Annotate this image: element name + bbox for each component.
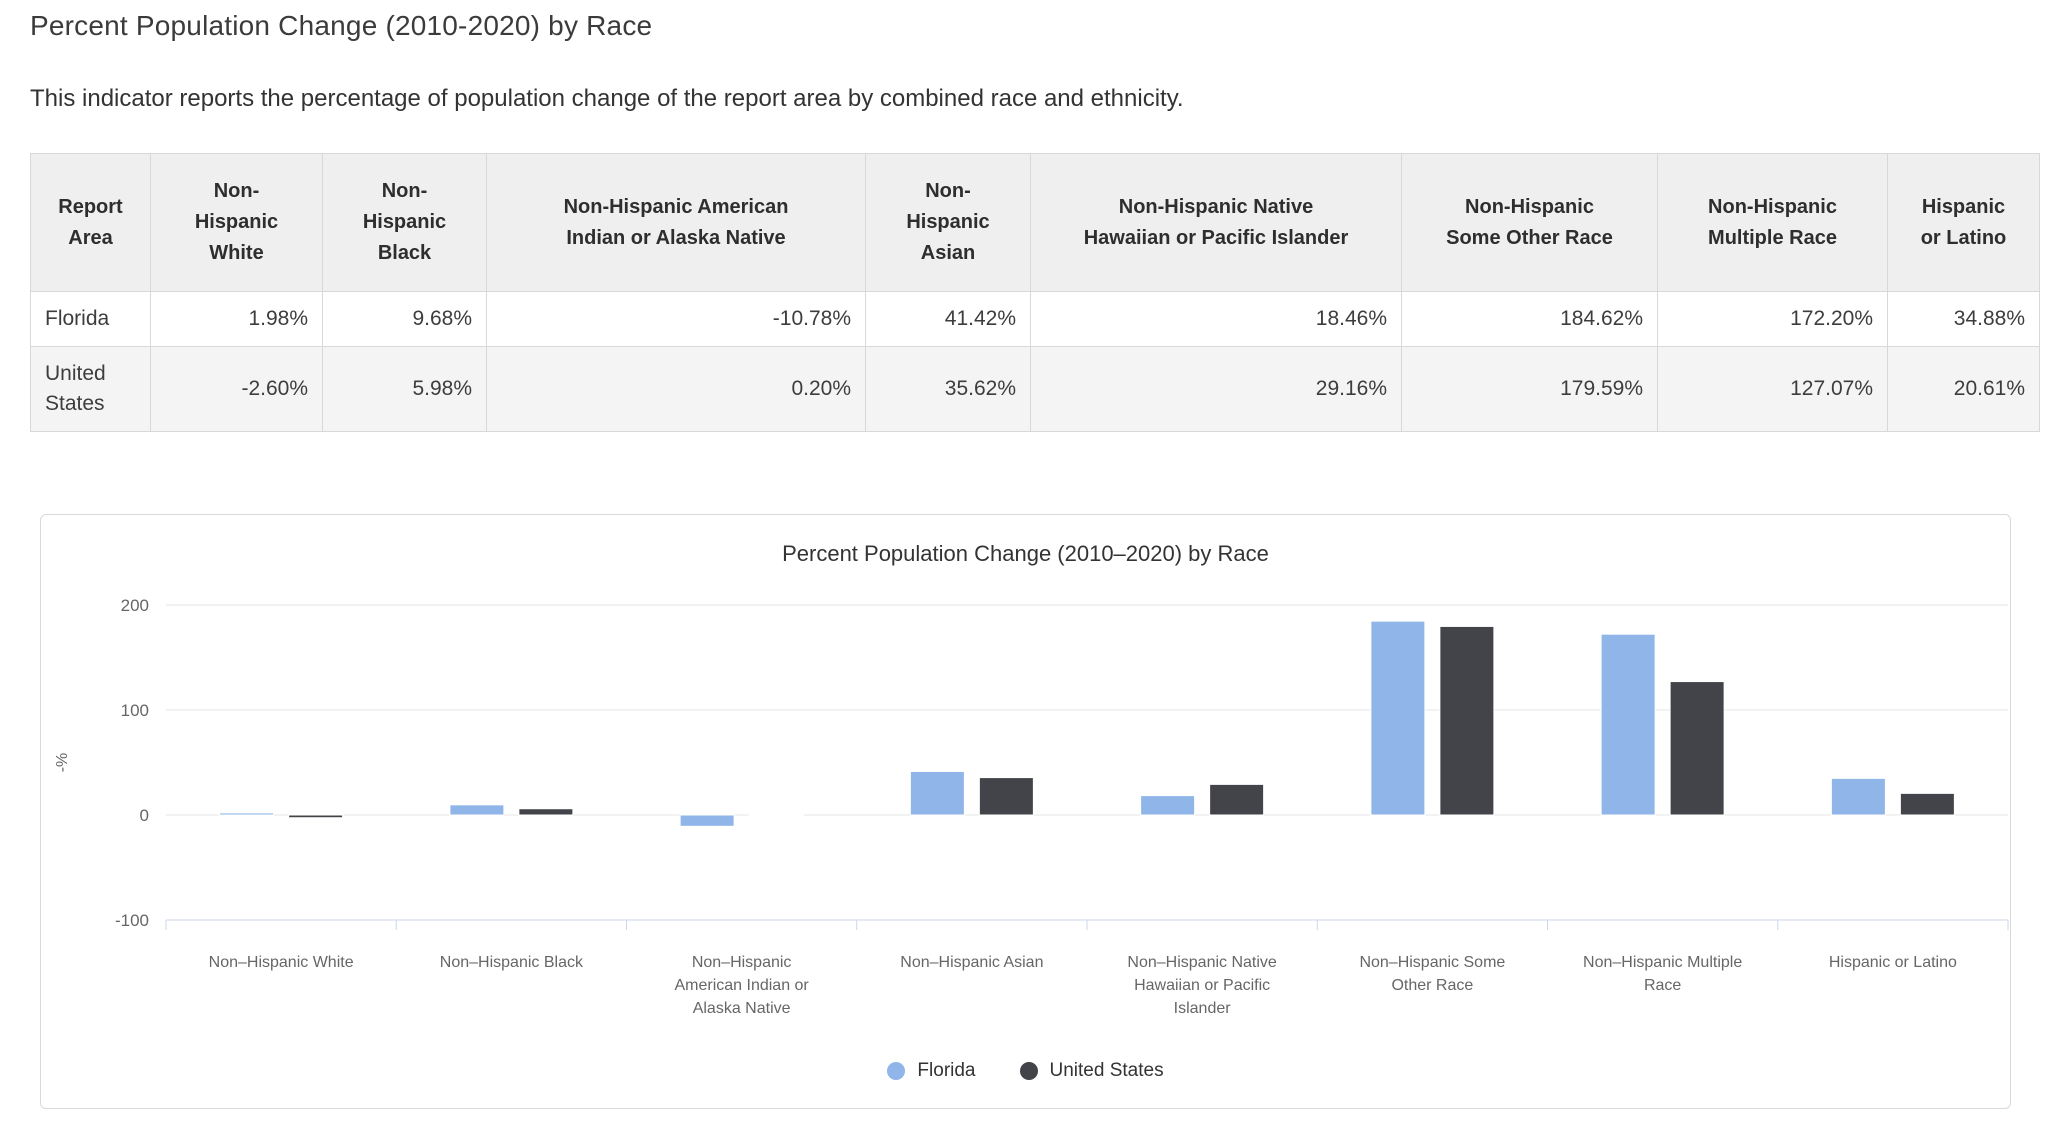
us-nh-some-other-race: 179.59% [1401,346,1658,432]
col-header-nh-american-indian: Non-Hispanic American Indian or Alaska N… [486,153,866,292]
florida-nh-white: 1.98% [150,291,323,347]
florida-nh-multiple-race: 172.20% [1657,291,1888,347]
y-axis-tick-label: 0 [140,806,149,825]
col-header-nh-multiple-race: Non-Hispanic Multiple Race [1657,153,1888,292]
bar-florida-3[interactable] [909,771,965,816]
x-axis-category-label: Non–Hispanic [692,954,792,971]
row-label-united-states: United States [30,346,151,432]
bar-united-states-4[interactable] [1209,783,1265,816]
florida-hispanic-latino: 34.88% [1887,291,2040,347]
florida-nh-asian: 41.42% [865,291,1031,347]
report-page: Percent Population Change (2010-2020) by… [0,9,2048,1109]
page-title: Percent Population Change (2010-2020) by… [30,10,653,41]
united-states-legend-marker-icon [1019,1062,1038,1080]
us-nh-white: -2.60% [150,346,323,432]
table-row-united-states: United States -2.60% 5.98% 0.20% 35.62% … [30,346,2040,432]
florida-nh-native-hawaiian: 18.46% [1030,291,1402,347]
florida-nh-black: 9.68% [322,291,487,347]
y-axis-tick-label: 100 [121,701,149,720]
table-row-florida: Florida 1.98% 9.68% -10.78% 41.42% 18.46… [30,291,2040,347]
x-axis-category-label: American Indian or [674,977,809,994]
y-axis-tick-label: 200 [121,596,149,615]
row-label-florida: Florida [30,291,151,347]
florida-nh-american-indian: -10.78% [486,291,866,347]
us-nh-black: 5.98% [322,346,487,432]
bar-florida-2[interactable] [679,814,735,827]
col-header-nh-white: Non- Hispanic White [150,153,323,292]
us-nh-asian: 35.62% [865,346,1031,432]
bar-united-states-7[interactable] [1899,792,1955,816]
florida-legend-marker-icon [887,1062,906,1080]
population-change-table: Report Area Non- Hispanic White Non- His… [30,153,2040,432]
bar-united-states-5[interactable] [1439,625,1495,816]
us-nh-native-hawaiian: 29.16% [1030,346,1402,432]
x-axis-category-label: Non–Hispanic White [209,954,354,971]
x-axis-category-label: Non–Hispanic Black [440,954,584,971]
col-header-nh-black: Non- Hispanic Black [322,153,487,292]
col-header-hispanic-latino: Hispanic or Latino [1887,153,2040,292]
col-header-report-area: Report Area [30,153,151,292]
x-axis-category-label: Islander [1174,1000,1232,1017]
y-axis-tick-label: -100 [115,911,149,930]
bar-united-states-6[interactable] [1669,681,1725,816]
table-header-row: Report Area Non- Hispanic White Non- His… [30,153,2040,292]
chart-title: Percent Population Change (2010–2020) by… [782,541,1269,566]
x-axis-category-label: Non–Hispanic Multiple [1583,954,1742,971]
us-nh-american-indian: 0.20% [486,346,866,432]
x-axis-category-label: Race [1644,977,1681,994]
y-axis-title: -% [54,753,71,773]
florida-nh-some-other-race: 184.62% [1401,291,1658,347]
x-axis-category-label: Hispanic or Latino [1829,954,1957,971]
bar-florida-0[interactable] [219,812,275,816]
bar-united-states-3[interactable] [978,777,1034,816]
col-header-nh-asian: Non- Hispanic Asian [865,153,1031,292]
bar-united-states-1[interactable] [518,808,574,816]
legend-item-florida[interactable]: Florida [887,1060,976,1082]
florida-legend-label: Florida [917,1060,976,1081]
us-hispanic-latino: 20.61% [1887,346,2040,432]
us-nh-multiple-race: 127.07% [1657,346,1888,432]
col-header-nh-some-other-race: Non-Hispanic Some Other Race [1401,153,1658,292]
population-change-chart: Percent Population Change (2010–2020) by… [40,514,2011,1109]
x-axis-category-label: Hawaiian or Pacific [1134,977,1270,994]
page-subtitle: This indicator reports the percentage of… [30,85,1184,112]
x-axis-category-label: Non–Hispanic Some [1359,954,1505,971]
bar-florida-7[interactable] [1830,777,1886,816]
chart-legend: Florida United States [41,1060,2010,1082]
x-axis-category-label: Non–Hispanic Asian [900,954,1043,971]
chart-plot-area: 200 100 0 -100 -% Non–Hispanic White Non–Hispa… [54,596,2009,1017]
united-states-legend-label: United States [1049,1060,1164,1081]
bar-florida-4[interactable] [1140,795,1196,816]
x-axis-category-label: Non–Hispanic Native [1127,954,1277,971]
bar-united-states-2[interactable] [748,814,804,816]
bar-florida-5[interactable] [1370,620,1426,816]
bar-florida-6[interactable] [1600,633,1656,816]
bar-united-states-0[interactable] [288,814,344,819]
legend-item-united-states[interactable]: United States [1019,1060,1164,1082]
col-header-nh-native-hawaiian: Non-Hispanic Native Hawaiian or Pacific … [1030,153,1402,292]
x-axis-category-label: Other Race [1391,977,1473,994]
x-axis-category-label: Alaska Native [693,1000,791,1017]
bar-florida-1[interactable] [449,804,505,816]
